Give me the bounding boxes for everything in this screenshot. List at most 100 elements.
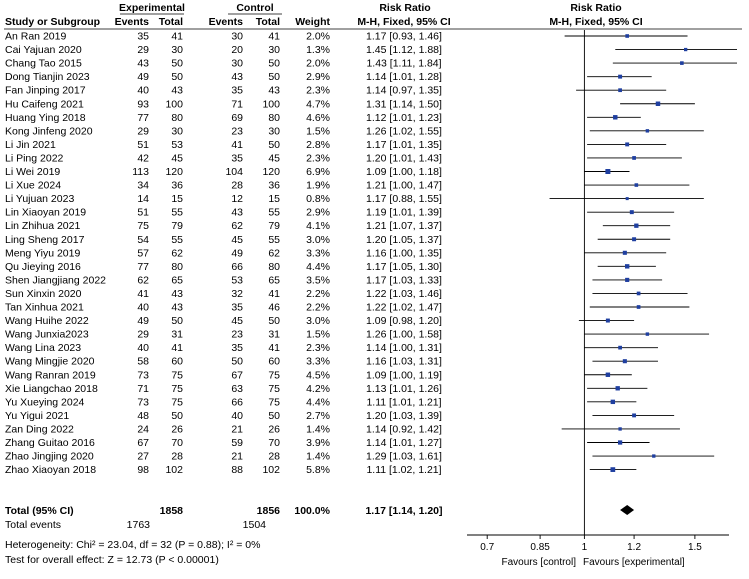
col-header-events-exp: Events <box>115 16 150 28</box>
point-estimate <box>618 345 622 350</box>
total-exp: 60 <box>171 356 183 368</box>
weight-value: 4.4% <box>306 396 330 408</box>
weight-value: 3.3% <box>306 356 330 368</box>
total-ctl: 102 <box>262 464 280 476</box>
study-name: Qu Jieying 2016 <box>5 261 81 273</box>
col-header-study: Study or Subgroup <box>5 16 100 28</box>
risk-ratio-header-right: Risk Ratio <box>570 2 621 14</box>
ci-value: 1.20 [1.05, 1.37] <box>366 234 442 246</box>
point-estimate <box>680 61 684 65</box>
ci-value: 1.11 [1.02, 1.21] <box>366 464 441 476</box>
x-tick-label: 0.85 <box>530 542 550 553</box>
ci-value: 1.45 [1.12, 1.88] <box>366 44 442 56</box>
point-estimate <box>618 88 622 93</box>
total-exp: 62 <box>171 247 183 259</box>
events-ctl: 20 <box>231 44 243 56</box>
total-exp: 43 <box>171 302 183 314</box>
events-exp: 98 <box>137 464 149 476</box>
total-events-label: Total events <box>5 519 61 531</box>
point-estimate <box>605 169 611 174</box>
events-exp: 67 <box>137 437 149 449</box>
weight-value: 4.2% <box>306 383 330 395</box>
events-exp: 29 <box>137 329 149 341</box>
ci-value: 1.17 [0.93, 1.46] <box>366 31 442 43</box>
events-exp: 51 <box>137 207 149 219</box>
total-exp: 50 <box>171 58 183 70</box>
point-estimate <box>618 74 623 79</box>
total-exp: 80 <box>171 261 183 273</box>
total-ctl: 65 <box>268 274 280 286</box>
total-exp: 75 <box>171 383 183 395</box>
total-ctl: 41 <box>268 342 280 354</box>
events-exp: 54 <box>137 234 149 246</box>
experimental-group-header: Experimental <box>119 2 185 14</box>
ci-value: 1.16 [1.03, 1.31] <box>366 356 442 368</box>
weight-value: 4.4% <box>306 261 330 273</box>
total-exp: 45 <box>171 152 183 164</box>
weight-value: 6.9% <box>306 166 330 178</box>
total-ctl: 30 <box>268 125 280 137</box>
ci-value: 1.17 [0.88, 1.55] <box>366 193 442 205</box>
events-ctl: 88 <box>231 464 243 476</box>
pooled-diamond <box>620 505 635 515</box>
study-name: Huang Ying 2018 <box>5 112 86 124</box>
ci-value: 1.14 [0.97, 1.35] <box>366 85 442 97</box>
study-name: Shen Jiangjiang 2022 <box>5 274 106 286</box>
events-exp: 34 <box>137 180 149 192</box>
study-name: Lin Xiaoyan 2019 <box>5 207 86 219</box>
events-exp: 57 <box>137 247 149 259</box>
total-exp: 15 <box>171 193 183 205</box>
total-ctl: 80 <box>268 261 280 273</box>
ci-value: 1.43 [1.11, 1.84] <box>366 58 441 70</box>
events-exp: 58 <box>137 356 149 368</box>
weight-value: 1.4% <box>306 423 330 435</box>
point-estimate <box>605 318 610 323</box>
events-ctl: 30 <box>231 31 243 43</box>
weight-value: 4.6% <box>306 112 330 124</box>
point-estimate <box>684 47 688 52</box>
events-exp: 48 <box>137 410 149 422</box>
events-exp: 113 <box>132 166 149 178</box>
ci-value: 1.09 [0.98, 1.20] <box>366 315 442 327</box>
events-exp: 75 <box>137 220 149 232</box>
events-ctl: 49 <box>231 247 243 259</box>
total-ctl: 60 <box>268 356 280 368</box>
study-name: Zhang Guitao 2016 <box>5 437 95 449</box>
point-estimate <box>617 440 623 445</box>
study-rows: An Ran 2019 35 41 30 41 2.0% 1.17 [0.93, 1.46]… <box>5 31 442 477</box>
point-estimate <box>645 129 650 133</box>
total-exp: 31 <box>171 329 183 341</box>
total-exp: 65 <box>171 274 183 286</box>
total-ctl: 31 <box>268 329 280 341</box>
total-exp: 36 <box>171 180 183 192</box>
study-name: Yu Yigui 2021 <box>5 410 69 422</box>
events-ctl: 40 <box>231 410 243 422</box>
study-name: Li Wei 2019 <box>5 166 60 178</box>
study-name: Kong Jinfeng 2020 <box>5 125 93 137</box>
events-exp: 51 <box>137 139 149 151</box>
point-estimate <box>636 291 641 296</box>
total-exp: 55 <box>171 207 183 219</box>
total-label: Total (95% CI) <box>5 505 74 517</box>
events-exp: 35 <box>137 31 149 43</box>
point-estimate <box>632 237 637 242</box>
events-exp: 93 <box>137 98 149 110</box>
point-estimate <box>625 277 630 282</box>
events-exp: 73 <box>137 369 149 381</box>
ci-value: 1.17 [1.05, 1.30] <box>366 261 442 273</box>
total-ctl: 26 <box>268 423 280 435</box>
study-name: An Ran 2019 <box>5 31 66 43</box>
point-estimate <box>610 399 616 405</box>
study-name: Zan Ding 2022 <box>5 423 74 435</box>
events-ctl: 23 <box>231 125 243 137</box>
total-events-exp: 1763 <box>127 519 151 531</box>
events-ctl: 71 <box>231 98 243 110</box>
favours-control-label: Favours [control] <box>502 557 577 568</box>
total-exp: 75 <box>171 396 183 408</box>
total-exp: 100 <box>165 98 183 110</box>
events-exp: 24 <box>137 423 149 435</box>
events-ctl: 104 <box>225 166 243 178</box>
total-ctl: 79 <box>268 220 280 232</box>
study-name: Li Xue 2024 <box>5 180 61 192</box>
study-name: Wang Mingjie 2020 <box>5 356 95 368</box>
